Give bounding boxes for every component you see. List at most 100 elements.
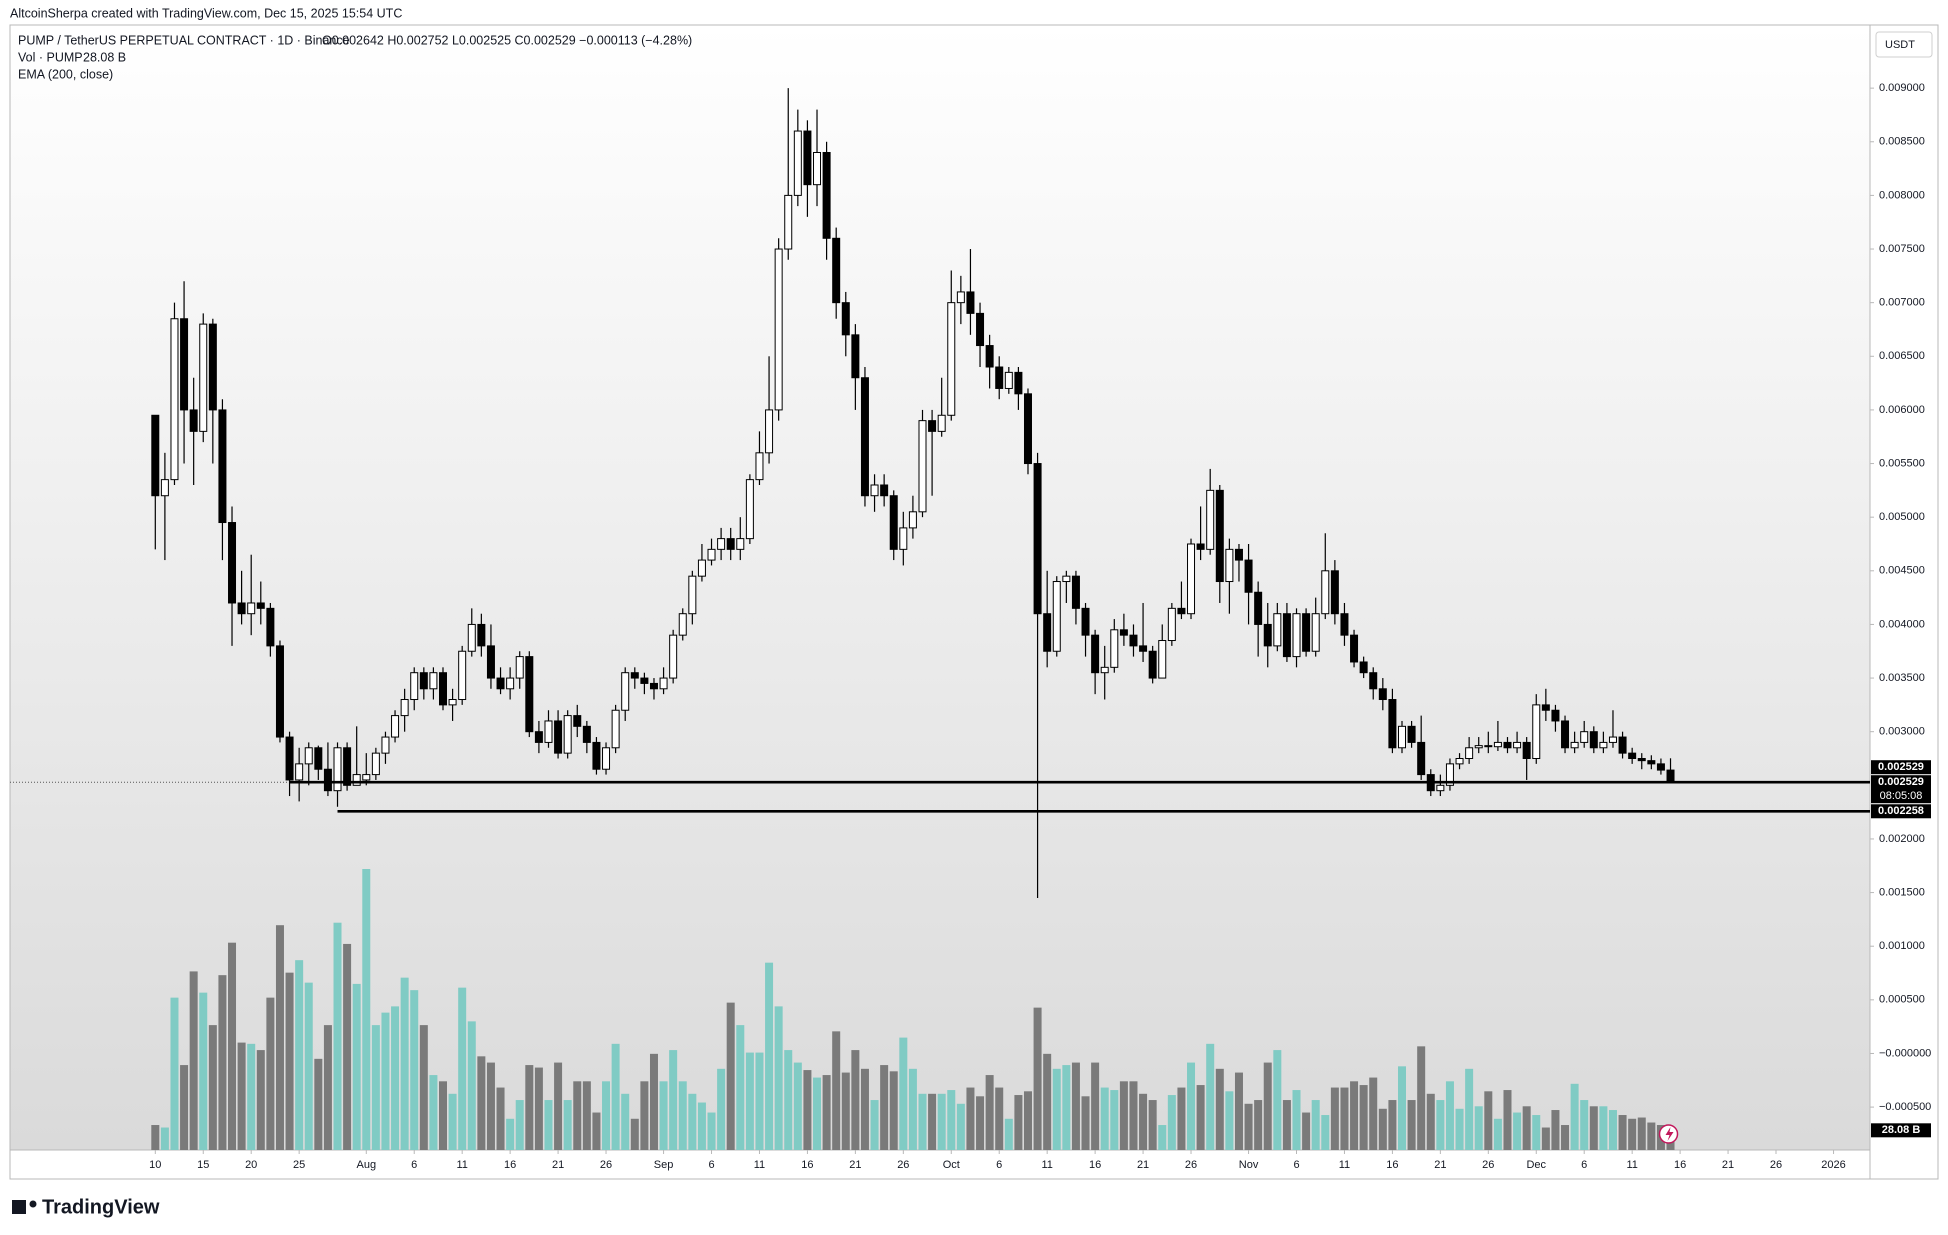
candle-body [937,414,946,432]
candle-body [218,409,227,524]
volume-bar [640,1081,649,1150]
candle-body [1004,371,1013,389]
volume-bar [602,1081,611,1150]
volume-bar [1388,1100,1397,1150]
volume-bar [1187,1062,1196,1150]
candle-body [995,366,1004,389]
candle-body [1234,548,1243,561]
logo-icon [12,1200,26,1214]
candle-body [429,672,438,690]
candle-body [458,650,467,701]
candle-body [1110,629,1119,668]
volume-bar [1484,1091,1493,1150]
candle-body [1532,704,1541,760]
candle-body [908,511,917,529]
volume-title: Vol · PUMP [18,50,83,64]
candle-body [525,656,534,733]
candle-body [774,248,783,411]
y-tick-label: −0.000000 [1879,1047,1931,1059]
volume-bar [371,1025,380,1150]
currency-box[interactable] [1875,31,1933,58]
candle-body [1484,745,1493,748]
volume-bar [1139,1093,1148,1150]
volume-bar [1110,1090,1119,1150]
volume-bar [1561,1125,1570,1150]
x-tick-label: 26 [1482,1159,1494,1171]
candle-body [1541,704,1550,711]
x-tick-label: Oct [943,1159,960,1171]
candle-body [1100,666,1109,674]
x-tick-label: 11 [1339,1159,1350,1171]
volume-bar [362,869,371,1150]
volume-bar [1628,1118,1637,1150]
candle-body [707,548,716,561]
candle-body [1263,623,1272,647]
candle-body [381,736,390,754]
candle-body [343,747,352,786]
volume-bar [467,1021,476,1150]
volume-bar [947,1090,956,1150]
ema-title: EMA (200, close) [18,67,113,81]
x-tick-label: 15 [197,1159,209,1171]
volume-bar [1330,1087,1339,1150]
candle-body [237,602,246,615]
candle-body [860,377,869,497]
x-tick-label: Aug [356,1159,376,1171]
level-label-box [1871,760,1931,775]
volume-bar [400,977,409,1150]
candle-body [1292,613,1301,658]
volume-bar [726,1002,735,1150]
candle-body [947,302,956,416]
candle-body [1254,591,1263,625]
volume-bar [1167,1095,1176,1150]
candle-body [467,623,476,652]
candle-body [1417,741,1426,776]
volume-bar [573,1081,582,1150]
x-tick-label: 16 [1386,1159,1398,1171]
volume-bar [1023,1091,1032,1150]
candle-body [534,731,543,743]
y-tick-label: 0.006500 [1879,350,1925,362]
x-tick-label: 21 [849,1159,861,1171]
candle-body [554,720,563,754]
currency[interactable]: USDT [1885,39,1915,51]
volume-bar [1340,1087,1349,1150]
volume-bar [860,1068,869,1150]
volume-bar [304,982,313,1150]
volume-bar [1158,1125,1167,1150]
volume-bar [918,1093,927,1150]
candle-body [1321,570,1330,615]
x-tick-label: 6 [708,1159,714,1171]
volume-bar [1618,1115,1627,1150]
candle-body [371,752,380,776]
candle-body [439,672,447,706]
volume-bar [774,1006,783,1150]
candle-body [678,613,687,636]
x-tick-label: 6 [996,1159,1002,1171]
volume-bar [1474,1106,1483,1150]
candle-body [275,645,284,738]
volume-bar [486,1062,495,1150]
volume-bar [391,1006,400,1150]
candle-body [1071,575,1080,609]
x-tick-label: Sep [654,1159,674,1171]
volume-label: 28.08 B [1882,1124,1921,1136]
last-price-box [1871,775,1931,804]
volume-bar [1234,1072,1243,1150]
candle-body [851,334,860,379]
candle-body [793,130,802,196]
candle-body [1522,741,1531,760]
y-tick-label: 0.004000 [1879,618,1925,630]
candle-body [822,151,831,239]
candle-body [160,479,169,497]
candle-body [285,736,294,781]
candle-body [1618,736,1627,754]
x-tick-label: 26 [897,1159,909,1171]
volume-bar [1407,1100,1416,1150]
volume-bar [1014,1095,1023,1150]
volume-bar [803,1070,812,1150]
volume-bar [180,1065,189,1150]
candle-body [621,672,630,711]
volume-bar [1043,1053,1052,1150]
volume-bar [314,1058,323,1150]
